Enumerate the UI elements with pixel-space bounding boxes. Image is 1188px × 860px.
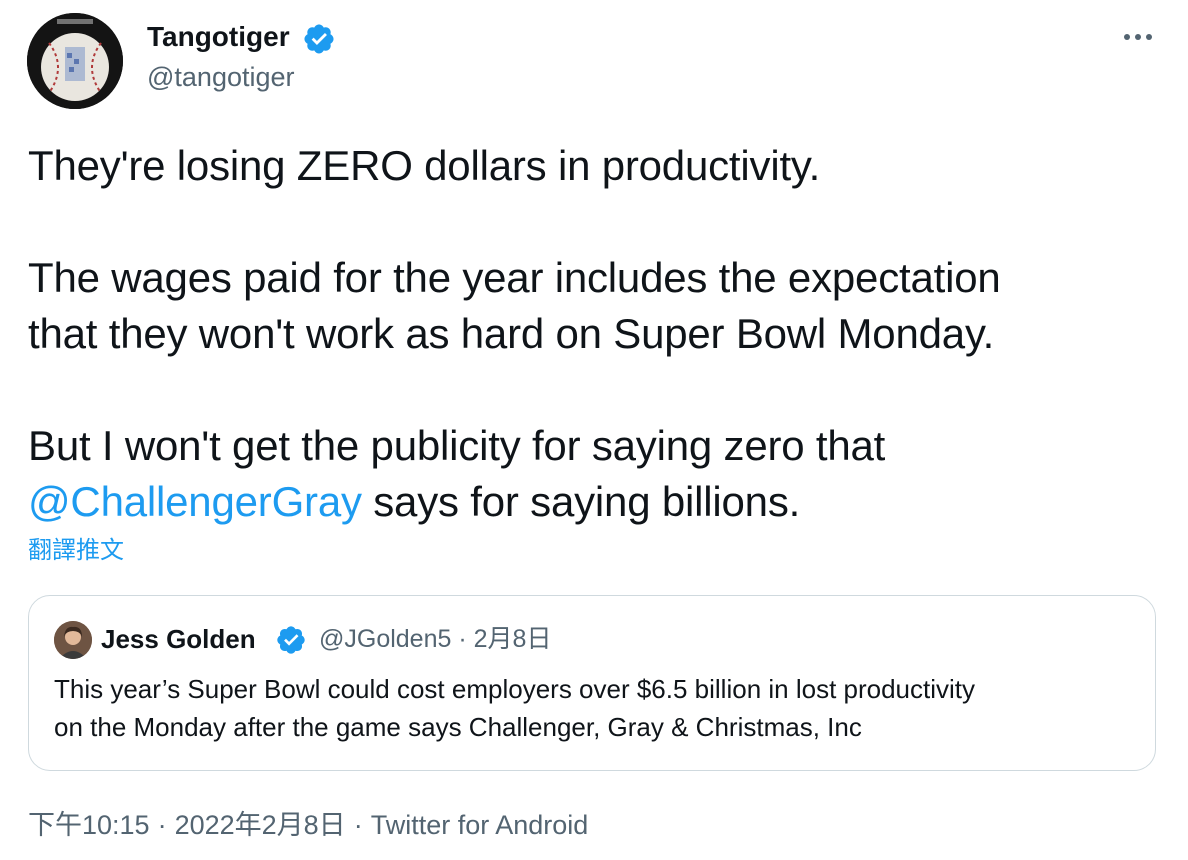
tweet-line: They're losing ZERO dollars in productiv… <box>28 142 821 189</box>
person-avatar-icon <box>54 621 92 659</box>
baseball-avatar-icon <box>27 13 123 109</box>
quoted-line: This year’s Super Bowl could cost employ… <box>54 674 976 704</box>
tweet-line: @ChallengerGray says for saying billions… <box>28 474 1168 530</box>
meta-separator: · <box>353 810 363 840</box>
tweet-line: But I won't get the publicity for saying… <box>28 422 886 469</box>
quoted-tweet-text: This year’s Super Bowl could cost employ… <box>54 670 1144 746</box>
verified-badge-icon <box>304 24 334 54</box>
translate-tweet-link[interactable]: 翻譯推文 <box>28 537 124 564</box>
author-name[interactable]: Tangotiger <box>147 21 290 52</box>
meta-separator: · <box>458 625 467 653</box>
tweet-time[interactable]: 下午10:15 <box>28 810 150 840</box>
author-avatar[interactable] <box>27 13 123 109</box>
tweet-date[interactable]: 2022年2月8日 <box>174 810 346 840</box>
quoted-tweet-meta: @JGolden5 · 2月8日 <box>319 623 551 655</box>
tweet-timestamp-row: 下午10:15 · 2022年2月8日 · Twitter for Android <box>28 808 588 842</box>
quoted-author-name: Jess Golden <box>101 624 256 654</box>
quoted-tweet-date: 2月8日 <box>473 625 552 653</box>
tweet-line-rest: says for saying billions. <box>361 478 801 525</box>
tweet-source: Twitter for Android <box>370 810 589 840</box>
tweet-line: that they won't work as hard on Super Bo… <box>28 310 995 357</box>
meta-separator: · <box>157 810 167 840</box>
quoted-line: on the Monday after the game says Challe… <box>54 712 862 742</box>
more-horizontal-icon[interactable] <box>1118 24 1158 50</box>
quoted-author-avatar <box>54 621 92 659</box>
mention-link[interactable]: @ChallengerGray <box>28 478 362 525</box>
author-handle[interactable]: @tangotiger <box>147 62 295 92</box>
quoted-tweet-card[interactable]: Jess Golden @JGolden5 · 2月8日 This year’s… <box>28 595 1156 771</box>
verified-badge-icon <box>277 626 305 654</box>
tweet-text: They're losing ZERO dollars in productiv… <box>28 138 1168 530</box>
quoted-author-handle: @JGolden5 <box>319 625 452 653</box>
tweet-line: The wages paid for the year includes the… <box>28 254 1001 301</box>
